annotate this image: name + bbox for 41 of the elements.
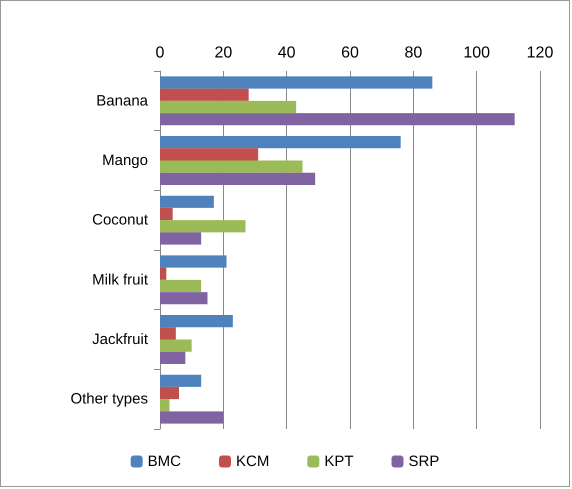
y-tick-label: Jackfruit bbox=[92, 331, 149, 348]
bar bbox=[160, 220, 246, 232]
x-tick-label: 0 bbox=[156, 44, 165, 62]
bar bbox=[160, 268, 166, 280]
bar bbox=[160, 411, 224, 424]
bar bbox=[160, 315, 233, 328]
bar bbox=[160, 136, 401, 148]
bar bbox=[160, 148, 258, 160]
bar bbox=[160, 255, 226, 268]
bar bbox=[160, 399, 170, 412]
bar bbox=[160, 327, 176, 340]
y-tick-label: Mango bbox=[102, 152, 148, 169]
x-tick-label: 20 bbox=[214, 44, 232, 62]
legend-label: KPT bbox=[324, 453, 354, 470]
bar bbox=[160, 232, 202, 245]
legend-label: BMC bbox=[148, 453, 182, 470]
bar bbox=[160, 172, 316, 185]
legend-label: KCM bbox=[236, 453, 270, 470]
bar bbox=[160, 386, 179, 400]
bar bbox=[160, 374, 202, 387]
x-tick-label: 120 bbox=[526, 44, 554, 62]
bar bbox=[160, 88, 249, 101]
bar bbox=[160, 76, 432, 89]
y-tick-label: Coconut bbox=[92, 212, 149, 229]
bar bbox=[160, 113, 515, 126]
bar bbox=[160, 292, 208, 304]
bar bbox=[160, 280, 202, 292]
bar bbox=[160, 208, 173, 220]
y-tick-label: Milk fruit bbox=[92, 271, 149, 288]
x-tick-label: 40 bbox=[278, 44, 296, 62]
bar bbox=[160, 340, 192, 352]
x-tick-label: 60 bbox=[341, 44, 359, 62]
bar bbox=[160, 160, 302, 173]
bar bbox=[160, 352, 186, 364]
x-tick-label: 80 bbox=[404, 44, 422, 62]
x-tick-label: 100 bbox=[463, 44, 490, 62]
bar bbox=[160, 100, 296, 114]
y-tick-label: Other types bbox=[70, 390, 148, 408]
legend-label: SRP bbox=[408, 453, 440, 470]
bar bbox=[160, 196, 214, 208]
y-tick-label: Banana bbox=[96, 92, 149, 110]
